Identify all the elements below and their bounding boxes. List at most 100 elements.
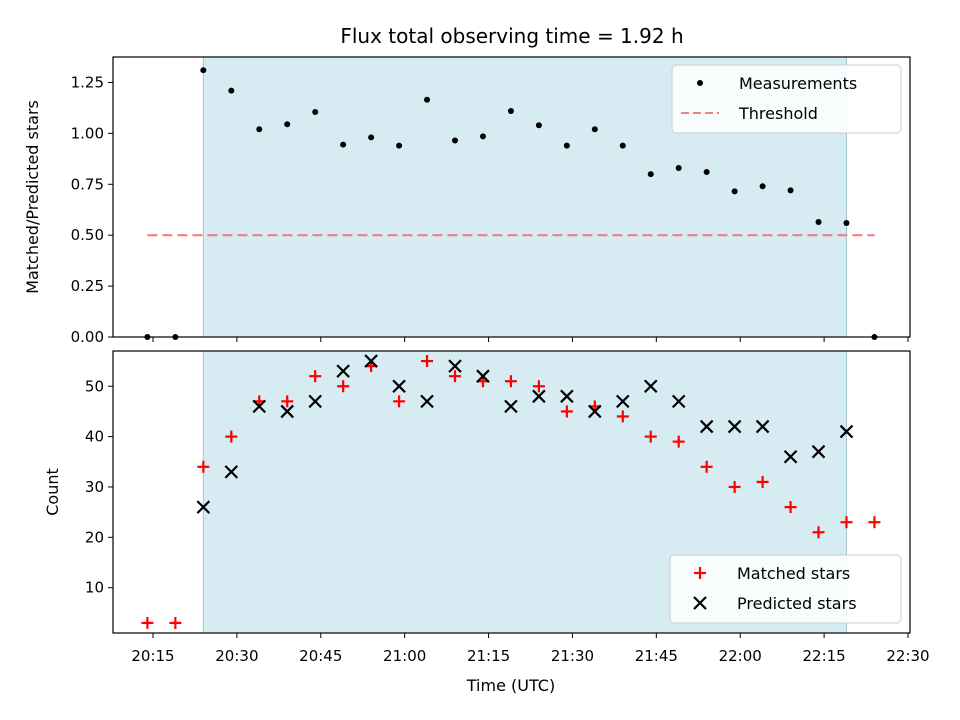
time-x-tick-label: 22:30	[886, 647, 929, 665]
predicted-star-point	[560, 389, 574, 404]
ratio-legend: Measurements Threshold	[671, 64, 902, 134]
matched-star-point	[616, 410, 629, 423]
measurement-point	[535, 122, 542, 129]
measurement-point	[843, 219, 850, 226]
predicted-star-x-b	[252, 399, 267, 414]
predicted-star-point	[476, 369, 490, 383]
count-y-tick-label: 10	[85, 579, 104, 597]
predicted-star-point	[504, 399, 518, 414]
measurement-point	[731, 188, 738, 195]
legend-threshold-label: Threshold	[738, 104, 818, 123]
matched-star-point	[421, 355, 434, 368]
predicted-star-point	[783, 449, 798, 464]
predicted-star-x-b	[560, 389, 574, 404]
time-x-tick-label: 21:30	[551, 647, 594, 665]
count-y-tick-label: 20	[85, 528, 104, 546]
count-y-axis-label: Count	[43, 468, 62, 516]
predicted-star-x-b	[504, 399, 518, 414]
predicted-star-point	[811, 444, 826, 459]
matched-star-point	[868, 516, 881, 529]
matched-star-point	[532, 380, 545, 393]
matched-star-point	[840, 516, 853, 529]
measurement-point	[675, 164, 682, 171]
measurement-point	[200, 67, 207, 74]
predicted-star-x-b	[643, 379, 658, 394]
matched-star-point	[281, 395, 294, 408]
ratio-y-tick-label: 1.00	[71, 124, 104, 142]
x-axis-label: Time (UTC)	[466, 676, 555, 695]
predicted-star-x-b	[280, 404, 295, 419]
matched-star-point	[728, 480, 741, 493]
matched-star-point	[560, 405, 573, 418]
predicted-star-point	[839, 424, 854, 439]
time-x-tick-label: 20:30	[215, 647, 258, 665]
predicted-star-x-b	[671, 394, 686, 409]
measurement-point	[228, 87, 235, 94]
predicted-star-point	[364, 354, 378, 368]
legend-measurements-marker	[697, 80, 703, 86]
ratio-y-tick-label: 0.75	[71, 175, 104, 193]
predicted-star-point	[336, 364, 350, 378]
matched-star-point	[784, 501, 797, 514]
matched-star-point	[644, 430, 657, 443]
matched-star-point	[504, 375, 517, 388]
measurement-point	[479, 133, 486, 140]
chart-title: Flux total observing time = 1.92 h	[340, 24, 683, 48]
measurement-point	[452, 137, 458, 144]
measurement-point	[340, 141, 347, 148]
time-x-tick-label: 21:15	[467, 647, 510, 665]
predicted-star-point	[280, 404, 295, 419]
count-y-tick-label: 50	[85, 377, 104, 395]
measurement-point	[284, 121, 291, 128]
legend-matched-label: Matched stars	[737, 564, 850, 583]
count-y-tick-label: 30	[85, 478, 104, 496]
measurement-point	[256, 126, 263, 133]
predicted-star-x-b	[420, 394, 434, 409]
measurement-point	[368, 134, 375, 141]
count-y-tick-label: 40	[85, 428, 104, 446]
predicted-star-point	[615, 394, 630, 409]
predicted-star-x-b	[196, 500, 211, 514]
time-x-tick-label: 22:15	[802, 647, 845, 665]
predicted-star-x-b	[308, 394, 322, 409]
predicted-star-point	[755, 419, 770, 434]
predicted-star-point	[643, 379, 658, 394]
ratio-y-tick-label: 0.00	[71, 328, 104, 346]
time-x-tick-label: 22:00	[719, 647, 762, 665]
matched-star-point	[449, 370, 461, 383]
ratio-y-axis-label: Matched/Predicted stars	[23, 100, 42, 294]
predicted-star-point	[699, 419, 714, 434]
predicted-star-point	[420, 394, 434, 409]
measurement-point	[507, 107, 514, 114]
predicted-star-point	[448, 359, 462, 373]
matched-star-point	[672, 435, 685, 448]
matched-star-point	[700, 460, 713, 473]
predicted-star-x-b	[755, 419, 770, 434]
predicted-star-x-b	[532, 389, 546, 404]
predicted-star-point	[392, 379, 406, 394]
predicted-star-x-b	[448, 359, 462, 373]
measurement-point	[647, 171, 654, 178]
predicted-star-x-b	[224, 465, 239, 479]
predicted-star-x-b	[364, 354, 378, 368]
ratio-plot-frame	[112, 56, 911, 338]
matched-star-point	[197, 460, 210, 473]
legend-matched-marker	[694, 567, 706, 579]
matched-star-point	[225, 430, 238, 443]
matched-star-point	[337, 380, 350, 393]
predicted-star-x-b	[839, 424, 854, 439]
predicted-star-x-b	[588, 404, 602, 419]
measurement-point	[703, 169, 710, 176]
time-x-tick-label: 20:15	[131, 647, 174, 665]
ratio-y-tick-label: 0.25	[71, 277, 104, 295]
predicted-star-point	[252, 399, 267, 414]
matched-star-point	[169, 616, 182, 629]
count-legend-box	[669, 554, 902, 624]
predicted-star-x-b	[783, 449, 798, 464]
measurement-point	[424, 96, 431, 103]
matched-star-point	[812, 526, 825, 539]
measurement-point	[563, 142, 570, 149]
matched-star-point	[309, 370, 322, 383]
predicted-star-x-b	[615, 394, 630, 409]
predicted-star-point	[671, 394, 686, 409]
